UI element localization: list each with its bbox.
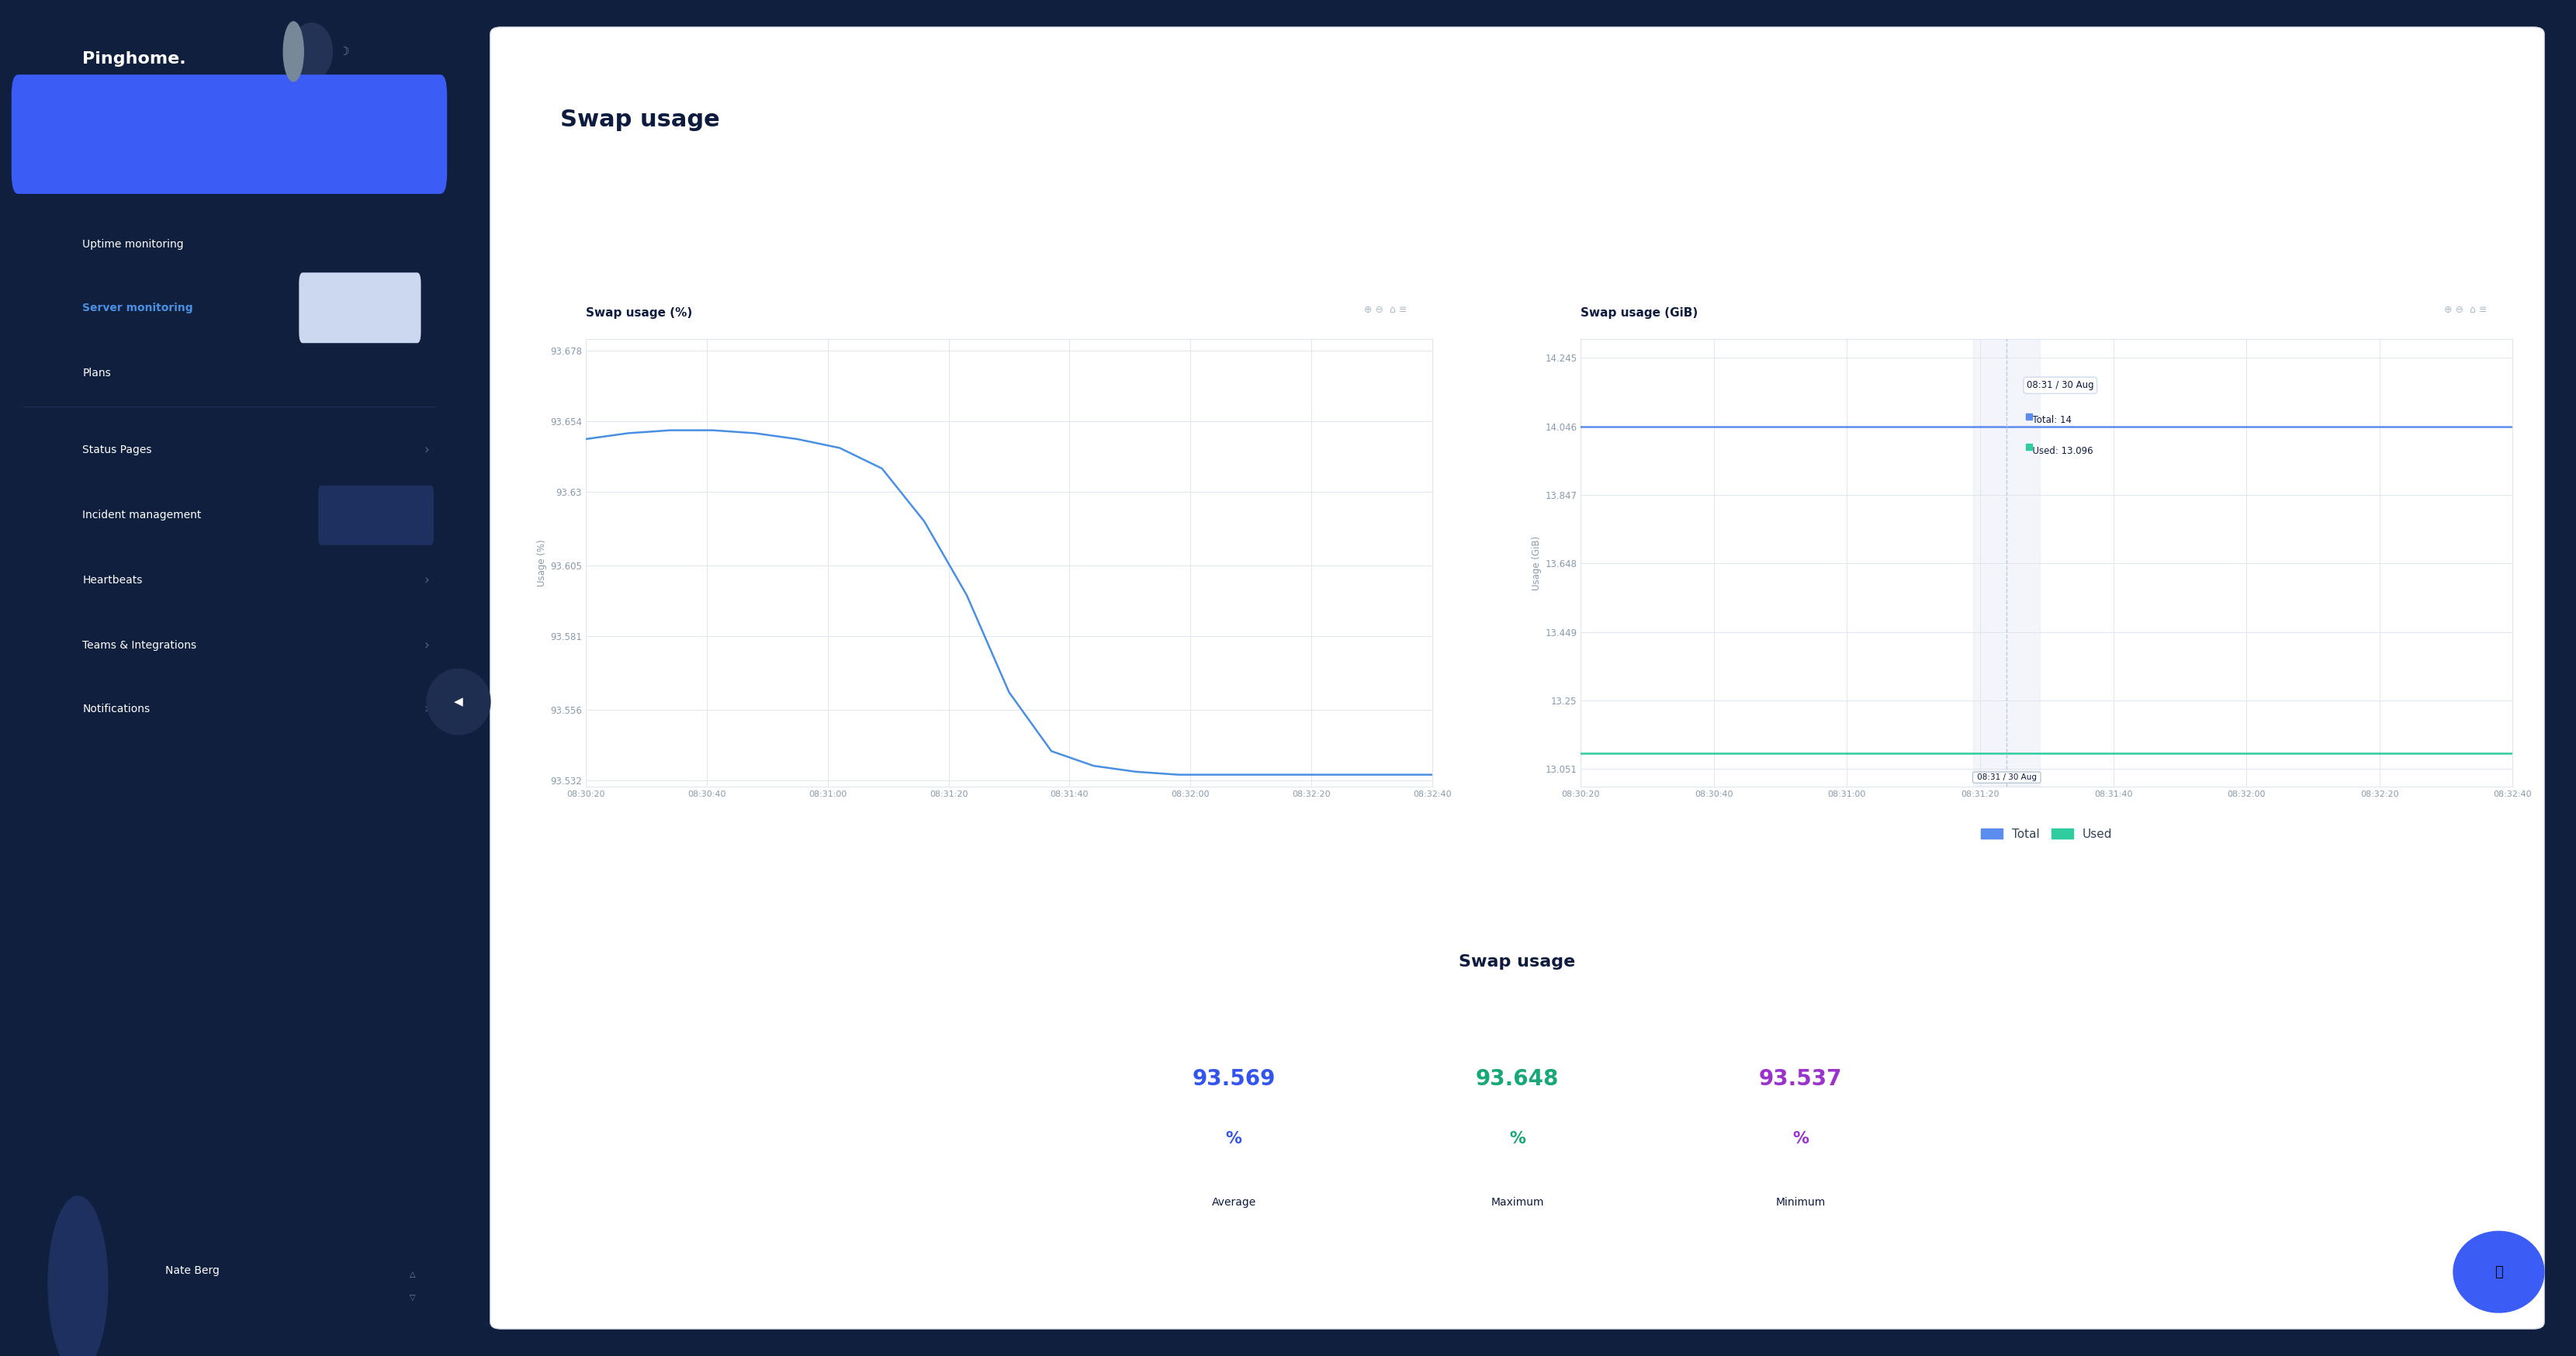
FancyBboxPatch shape xyxy=(10,75,448,194)
Text: Server monitoring: Server monitoring xyxy=(82,302,193,313)
Text: △: △ xyxy=(410,1271,415,1279)
Text: ⊕ ⊖  ⌂ ≡: ⊕ ⊖ ⌂ ≡ xyxy=(2445,305,2486,315)
Text: Monitoring: Monitoring xyxy=(129,129,201,140)
Text: Average: Average xyxy=(1211,1197,1257,1208)
Text: ›: › xyxy=(425,574,430,587)
Text: 💬: 💬 xyxy=(2494,1265,2504,1279)
Circle shape xyxy=(428,669,489,735)
Text: ⌇: ⌇ xyxy=(57,129,62,140)
Text: Incident management: Incident management xyxy=(82,510,201,521)
Text: Teams & Integrations: Teams & Integrations xyxy=(82,640,196,651)
Text: 93.537: 93.537 xyxy=(1759,1069,1842,1090)
Text: Swap usage (GiB): Swap usage (GiB) xyxy=(1582,306,1698,319)
Text: ◀: ◀ xyxy=(453,696,464,708)
Bar xyxy=(1973,339,2040,786)
Y-axis label: Usage (%): Usage (%) xyxy=(536,540,546,586)
Circle shape xyxy=(283,22,304,81)
Text: 08:31 / 30 Aug: 08:31 / 30 Aug xyxy=(1973,773,2040,781)
Text: ›: › xyxy=(425,639,430,652)
Text: %: % xyxy=(1510,1131,1525,1146)
Text: Maximum: Maximum xyxy=(1492,1197,1543,1208)
Text: %: % xyxy=(1226,1131,1242,1146)
Text: Nate Berg: Nate Berg xyxy=(165,1265,219,1276)
Ellipse shape xyxy=(291,23,332,80)
Text: ▽: ▽ xyxy=(410,1294,415,1302)
Text: NB: NB xyxy=(70,1279,85,1290)
Text: console: console xyxy=(129,84,162,92)
Text: beta: beta xyxy=(368,511,384,519)
Text: ∧: ∧ xyxy=(410,129,417,140)
Text: Swap usage: Swap usage xyxy=(559,108,719,132)
Text: Swap usage: Swap usage xyxy=(1458,955,1577,970)
Text: ›: › xyxy=(425,443,430,457)
Text: New: New xyxy=(350,304,368,312)
Text: Status Pages: Status Pages xyxy=(82,445,152,456)
FancyBboxPatch shape xyxy=(299,273,420,343)
Text: Heartbeats: Heartbeats xyxy=(82,575,142,586)
Text: Used: 13.096: Used: 13.096 xyxy=(2027,446,2094,456)
FancyBboxPatch shape xyxy=(489,27,2545,1329)
Text: Uptime monitoring: Uptime monitoring xyxy=(82,239,183,250)
Text: Pinghome.: Pinghome. xyxy=(82,52,185,66)
Text: Total: 14: Total: 14 xyxy=(2027,415,2071,424)
FancyBboxPatch shape xyxy=(319,485,433,545)
Legend: Total, Used: Total, Used xyxy=(1976,823,2117,845)
Text: 08:31 / 30 Aug: 08:31 / 30 Aug xyxy=(2027,380,2094,391)
Text: Notifications: Notifications xyxy=(82,704,149,715)
Text: %: % xyxy=(1793,1131,1808,1146)
Y-axis label: Usage (GiB): Usage (GiB) xyxy=(1533,536,1543,590)
Circle shape xyxy=(2452,1231,2545,1313)
Text: ☽: ☽ xyxy=(337,46,350,57)
Text: 93.648: 93.648 xyxy=(1476,1069,1558,1090)
Text: Plans: Plans xyxy=(82,367,111,378)
Text: ›: › xyxy=(425,508,430,522)
Text: Minimum: Minimum xyxy=(1775,1197,1826,1208)
Text: ›: › xyxy=(425,702,430,716)
Text: Swap usage (%): Swap usage (%) xyxy=(585,306,693,319)
Text: 93.569: 93.569 xyxy=(1193,1069,1275,1090)
Circle shape xyxy=(49,1196,108,1356)
Text: ⊕ ⊖  ⌂ ≡: ⊕ ⊖ ⌂ ≡ xyxy=(1363,305,1406,315)
